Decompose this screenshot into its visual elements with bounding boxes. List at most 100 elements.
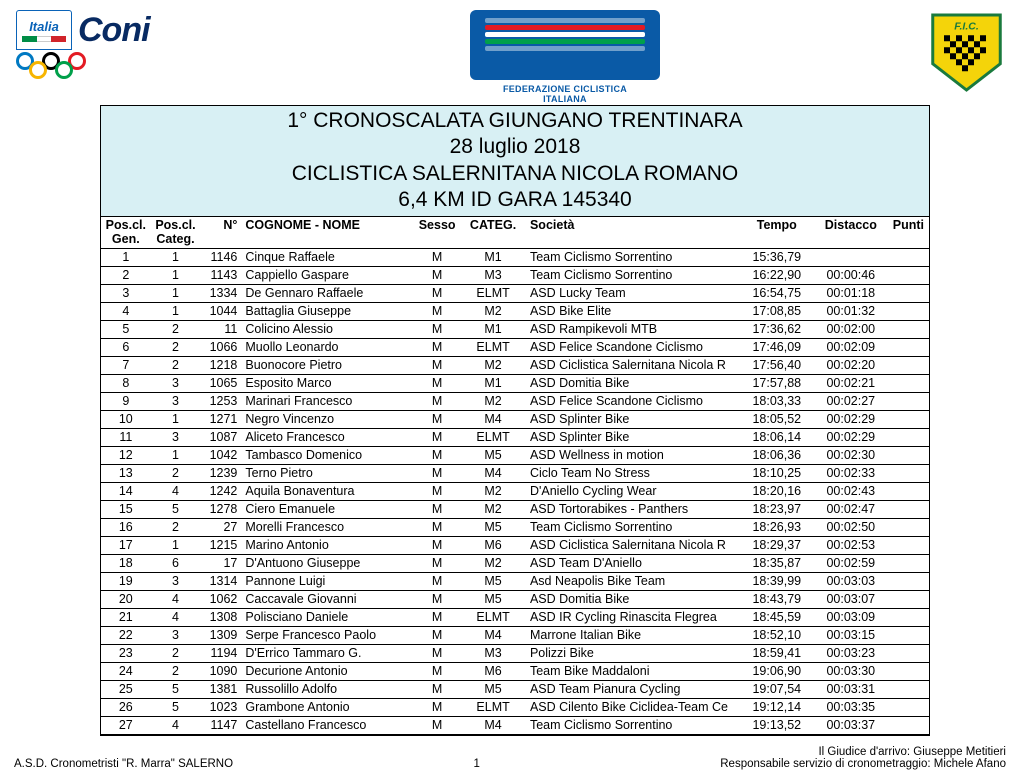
- cell-dist: 00:01:32: [814, 302, 888, 320]
- table-row: 2651023Grambone AntonioMELMTASD Cilento …: [101, 698, 929, 716]
- cell-dist: 00:02:53: [814, 536, 888, 554]
- cell-punti: [888, 428, 929, 446]
- cell-dist: 00:02:29: [814, 410, 888, 428]
- cell-punti: [888, 410, 929, 428]
- table-row: 311334De Gennaro RaffaeleMELMTASD Lucky …: [101, 284, 929, 302]
- cell-name: D'Errico Tammaro G.: [241, 644, 414, 662]
- cell-dist: 00:02:20: [814, 356, 888, 374]
- cell-name: Tambasco Domenico: [241, 446, 414, 464]
- cell-num: 1087: [200, 428, 241, 446]
- cell-name: Marinari Francesco: [241, 392, 414, 410]
- cell-name: Serpe Francesco Paolo: [241, 626, 414, 644]
- table-row: 721218Buonocore PietroMM2ASD Ciclistica …: [101, 356, 929, 374]
- cell-sex: M: [414, 266, 460, 284]
- title-line-1: 1° CRONOSCALATA GIUNGANO TRENTINARA: [101, 108, 929, 134]
- cell-dist: 00:02:33: [814, 464, 888, 482]
- cell-tempo: 18:59,41: [740, 644, 814, 662]
- cell-sex: M: [414, 482, 460, 500]
- cell-pos_cat: 3: [151, 392, 201, 410]
- table-row: 1011271Negro VincenzoMM4ASD Splinter Bik…: [101, 410, 929, 428]
- cell-punti: [888, 392, 929, 410]
- cell-pos_gen: 15: [101, 500, 151, 518]
- cell-pos_cat: 3: [151, 572, 201, 590]
- cell-tempo: 18:45,59: [740, 608, 814, 626]
- cell-pos_cat: 5: [151, 500, 201, 518]
- table-row: 2321194D'Errico Tammaro G.MM3Polizzi Bik…: [101, 644, 929, 662]
- cell-pos_gen: 13: [101, 464, 151, 482]
- cell-pos_gen: 3: [101, 284, 151, 302]
- cell-sex: M: [414, 284, 460, 302]
- cell-sex: M: [414, 410, 460, 428]
- table-row: 1131087Aliceto FrancescoMELMTASD Splinte…: [101, 428, 929, 446]
- cell-soc: Team Bike Maddaloni: [526, 662, 740, 680]
- cell-soc: Team Ciclismo Sorrentino: [526, 266, 740, 284]
- cell-soc: ASD Wellness in motion: [526, 446, 740, 464]
- cell-pos_cat: 2: [151, 464, 201, 482]
- cell-soc: ASD Domitia Bike: [526, 374, 740, 392]
- cell-dist: 00:03:30: [814, 662, 888, 680]
- footer-left: A.S.D. Cronometristi "R. Marra" SALERNO: [14, 758, 233, 770]
- cell-dist: 00:00:46: [814, 266, 888, 284]
- cell-tempo: 18:35,87: [740, 554, 814, 572]
- cell-pos_cat: 1: [151, 446, 201, 464]
- cell-pos_cat: 1: [151, 302, 201, 320]
- cell-soc: ASD Ciclistica Salernitana Nicola R: [526, 536, 740, 554]
- cell-cat: M5: [460, 518, 526, 536]
- cell-punti: [888, 266, 929, 284]
- cell-dist: 00:03:35: [814, 698, 888, 716]
- cell-pos_cat: 1: [151, 284, 201, 302]
- cell-punti: [888, 590, 929, 608]
- cell-punti: [888, 680, 929, 698]
- cell-soc: D'Aniello Cycling Wear: [526, 482, 740, 500]
- cell-num: 27: [200, 518, 241, 536]
- cell-punti: [888, 356, 929, 374]
- cell-num: 1090: [200, 662, 241, 680]
- cell-punti: [888, 572, 929, 590]
- cell-name: Cappiello Gaspare: [241, 266, 414, 284]
- cell-sex: M: [414, 320, 460, 338]
- cell-name: Battaglia Giuseppe: [241, 302, 414, 320]
- cell-name: Marino Antonio: [241, 536, 414, 554]
- col-header-cat: CATEG.: [460, 217, 526, 248]
- table-row: 16227Morelli FrancescoMM5Team Ciclismo S…: [101, 518, 929, 536]
- table-row: 2231309Serpe Francesco PaoloMM4Marrone I…: [101, 626, 929, 644]
- cell-soc: ASD Domitia Bike: [526, 590, 740, 608]
- cell-pos_gen: 18: [101, 554, 151, 572]
- cell-dist: 00:02:29: [814, 428, 888, 446]
- footer-right: Il Giudice d'arrivo: Giuseppe Metitieri …: [720, 746, 1006, 770]
- cell-num: 1215: [200, 536, 241, 554]
- table-body: 111146Cinque RaffaeleMM1Team Ciclismo So…: [101, 248, 929, 734]
- cell-sex: M: [414, 680, 460, 698]
- cell-dist: 00:03:15: [814, 626, 888, 644]
- cell-punti: [888, 482, 929, 500]
- cell-tempo: 18:29,37: [740, 536, 814, 554]
- cell-tempo: 18:06,14: [740, 428, 814, 446]
- cell-num: 1314: [200, 572, 241, 590]
- cell-tempo: 17:36,62: [740, 320, 814, 338]
- cell-num: 1381: [200, 680, 241, 698]
- cell-sex: M: [414, 590, 460, 608]
- cell-name: Colicino Alessio: [241, 320, 414, 338]
- cell-pos_cat: 1: [151, 410, 201, 428]
- cell-cat: M2: [460, 554, 526, 572]
- cell-num: 17: [200, 554, 241, 572]
- cell-tempo: 19:07,54: [740, 680, 814, 698]
- cell-pos_gen: 7: [101, 356, 151, 374]
- cell-num: 1194: [200, 644, 241, 662]
- table-row: 2141308Polisciano DanieleMELMTASD IR Cyc…: [101, 608, 929, 626]
- cell-dist: 00:02:00: [814, 320, 888, 338]
- table-row: 5211Colicino AlessioMM1ASD Rampikevoli M…: [101, 320, 929, 338]
- cell-pos_gen: 21: [101, 608, 151, 626]
- cell-cat: ELMT: [460, 338, 526, 356]
- cell-pos_cat: 6: [151, 554, 201, 572]
- results-box: 1° CRONOSCALATA GIUNGANO TRENTINARA 28 l…: [100, 105, 930, 736]
- title-block: 1° CRONOSCALATA GIUNGANO TRENTINARA 28 l…: [101, 106, 929, 217]
- cell-dist: 00:03:37: [814, 716, 888, 734]
- cell-pos_gen: 20: [101, 590, 151, 608]
- cell-pos_cat: 5: [151, 680, 201, 698]
- cell-tempo: 18:20,16: [740, 482, 814, 500]
- cell-pos_gen: 23: [101, 644, 151, 662]
- cell-num: 1309: [200, 626, 241, 644]
- cell-sex: M: [414, 698, 460, 716]
- table-row: 1321239Terno PietroMM4Ciclo Team No Stre…: [101, 464, 929, 482]
